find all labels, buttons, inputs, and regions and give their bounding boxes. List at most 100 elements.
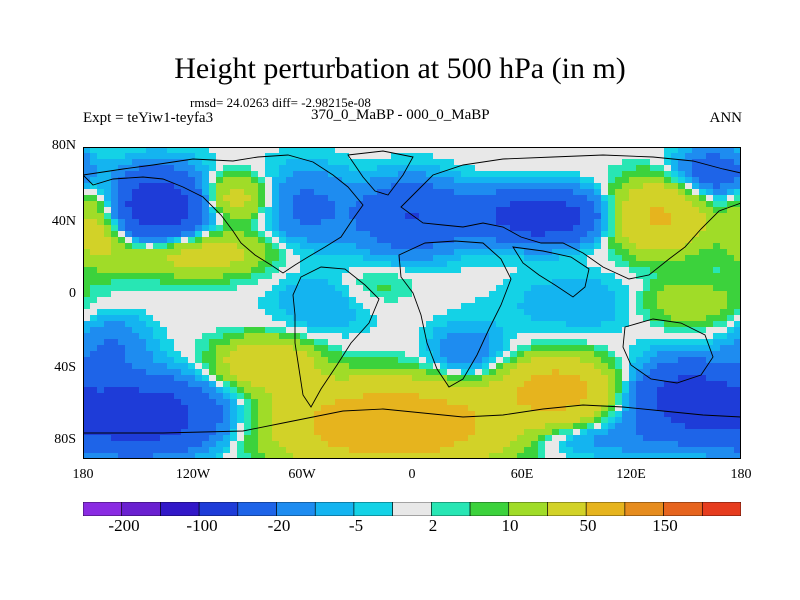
field-cell bbox=[104, 255, 112, 262]
field-cell bbox=[335, 429, 343, 436]
field-cell bbox=[349, 297, 357, 304]
field-cell bbox=[587, 219, 595, 226]
field-cell bbox=[580, 327, 588, 334]
field-cell bbox=[692, 171, 700, 178]
field-cell bbox=[398, 321, 406, 328]
field-cell bbox=[538, 189, 546, 196]
field-cell bbox=[454, 159, 462, 166]
field-cell bbox=[384, 297, 392, 304]
field-cell bbox=[440, 297, 448, 304]
field-cell bbox=[650, 231, 658, 238]
field-cell bbox=[307, 327, 315, 334]
field-cell bbox=[552, 417, 560, 424]
field-cell bbox=[300, 315, 308, 322]
field-cell bbox=[405, 147, 413, 154]
field-cell bbox=[734, 189, 741, 196]
field-cell bbox=[433, 237, 441, 244]
field-cell bbox=[706, 225, 714, 232]
field-cell bbox=[279, 225, 287, 232]
field-cell bbox=[720, 225, 728, 232]
field-cell bbox=[300, 165, 308, 172]
field-cell bbox=[608, 303, 616, 310]
field-cell bbox=[580, 255, 588, 262]
field-cell bbox=[489, 147, 497, 154]
field-cell bbox=[377, 273, 385, 280]
field-cell bbox=[244, 291, 252, 298]
field-cell bbox=[349, 309, 357, 316]
field-cell bbox=[349, 399, 357, 406]
field-cell bbox=[356, 153, 364, 160]
field-cell bbox=[104, 231, 112, 238]
field-cell bbox=[636, 291, 644, 298]
field-cell bbox=[370, 321, 378, 328]
field-cell bbox=[510, 291, 518, 298]
field-cell bbox=[223, 441, 231, 448]
field-cell bbox=[629, 351, 637, 358]
field-cell bbox=[132, 195, 140, 202]
field-cell bbox=[139, 153, 147, 160]
field-cell bbox=[370, 417, 378, 424]
field-cell bbox=[657, 369, 665, 376]
field-cell bbox=[482, 267, 490, 274]
field-cell bbox=[279, 237, 287, 244]
field-cell bbox=[503, 165, 511, 172]
field-cell bbox=[160, 441, 168, 448]
field-cell bbox=[720, 375, 728, 382]
field-cell bbox=[531, 261, 539, 268]
field-cell bbox=[174, 249, 182, 256]
field-cell bbox=[713, 363, 721, 370]
field-cell bbox=[223, 417, 231, 424]
field-cell bbox=[496, 447, 504, 454]
field-cell bbox=[167, 363, 175, 370]
field-cell bbox=[300, 243, 308, 250]
field-cell bbox=[412, 159, 420, 166]
field-cell bbox=[685, 339, 693, 346]
field-cell bbox=[545, 453, 553, 459]
field-cell bbox=[307, 207, 315, 214]
field-cell bbox=[433, 345, 441, 352]
field-cell bbox=[223, 411, 231, 418]
field-cell bbox=[419, 159, 427, 166]
field-cell bbox=[440, 279, 448, 286]
field-cell bbox=[118, 339, 126, 346]
field-cell bbox=[608, 189, 616, 196]
field-cell bbox=[125, 291, 133, 298]
field-cell bbox=[433, 327, 441, 334]
field-cell bbox=[559, 291, 567, 298]
colorbar-swatch bbox=[198, 502, 239, 516]
field-cell bbox=[594, 357, 602, 364]
field-cell bbox=[391, 327, 399, 334]
field-cell bbox=[440, 201, 448, 208]
field-cell bbox=[482, 327, 490, 334]
field-cell bbox=[426, 315, 434, 322]
field-cell bbox=[391, 225, 399, 232]
field-cell bbox=[559, 381, 567, 388]
field-cell bbox=[657, 435, 665, 442]
field-cell bbox=[643, 423, 651, 430]
field-cell bbox=[356, 399, 364, 406]
field-cell bbox=[398, 225, 406, 232]
field-cell bbox=[209, 153, 217, 160]
field-cell bbox=[720, 405, 728, 412]
field-cell bbox=[83, 303, 91, 310]
field-cell bbox=[412, 147, 420, 154]
field-cell bbox=[699, 375, 707, 382]
field-cell bbox=[97, 393, 105, 400]
field-cell bbox=[629, 291, 637, 298]
field-cell bbox=[167, 291, 175, 298]
field-cell bbox=[510, 453, 518, 459]
field-cell bbox=[706, 249, 714, 256]
field-cell bbox=[174, 357, 182, 364]
field-cell bbox=[237, 399, 245, 406]
field-cell bbox=[643, 369, 651, 376]
field-cell bbox=[706, 297, 714, 304]
field-cell bbox=[489, 345, 497, 352]
field-cell bbox=[727, 207, 735, 214]
field-cell bbox=[237, 279, 245, 286]
field-cell bbox=[223, 279, 231, 286]
field-cell bbox=[734, 435, 741, 442]
field-cell bbox=[671, 261, 679, 268]
field-cell bbox=[223, 297, 231, 304]
field-cell bbox=[370, 219, 378, 226]
field-cell bbox=[678, 261, 686, 268]
